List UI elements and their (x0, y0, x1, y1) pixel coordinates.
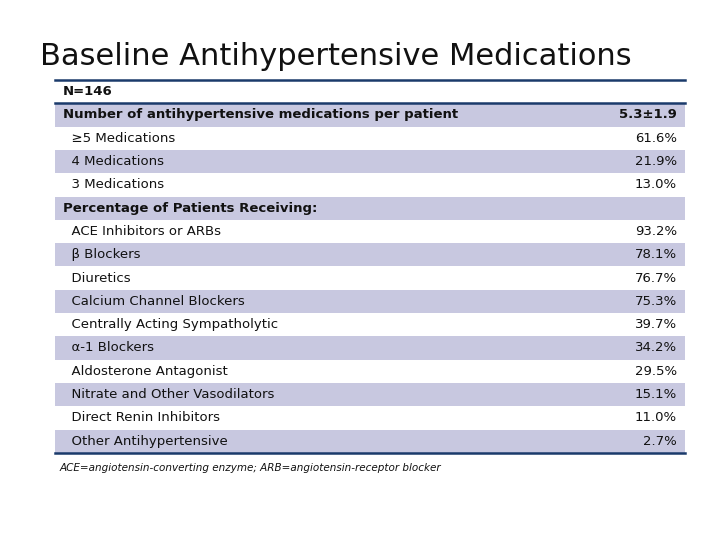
Bar (55, 429, 685, 453)
Text: Baseline Antihypertensive Medications: Baseline Antihypertensive Medications (40, 42, 631, 71)
Bar (55, 173, 685, 197)
Bar (55, 266, 685, 289)
Text: Other Antihypertensive: Other Antihypertensive (63, 435, 228, 448)
Text: N=146: N=146 (63, 85, 113, 98)
Bar (55, 80, 685, 103)
Bar (55, 126, 685, 150)
Text: 75.3%: 75.3% (635, 295, 677, 308)
Text: 4 Medications: 4 Medications (63, 155, 164, 168)
Text: 78.1%: 78.1% (635, 248, 677, 261)
Text: ACE=angiotensin-converting enzyme; ARB=angiotensin-receptor blocker: ACE=angiotensin-converting enzyme; ARB=a… (60, 463, 441, 473)
Text: Centrally Acting Sympatholytic: Centrally Acting Sympatholytic (63, 318, 278, 331)
Bar (55, 336, 685, 360)
Text: Calcium Channel Blockers: Calcium Channel Blockers (63, 295, 245, 308)
Text: Direct Renin Inhibitors: Direct Renin Inhibitors (63, 411, 220, 424)
Bar (55, 197, 685, 220)
Bar (55, 383, 685, 406)
Bar (55, 406, 685, 429)
Bar (55, 243, 685, 266)
Text: Nitrate and Other Vasodilators: Nitrate and Other Vasodilators (63, 388, 274, 401)
Text: 93.2%: 93.2% (635, 225, 677, 238)
Text: 13.0%: 13.0% (635, 178, 677, 191)
Text: 21.9%: 21.9% (635, 155, 677, 168)
Text: 5.3±1.9: 5.3±1.9 (619, 109, 677, 122)
Text: 11.0%: 11.0% (635, 411, 677, 424)
Bar (55, 103, 685, 126)
Bar (55, 360, 685, 383)
Text: Aldosterone Antagonist: Aldosterone Antagonist (63, 364, 228, 378)
Text: 76.7%: 76.7% (635, 272, 677, 285)
Text: 34.2%: 34.2% (635, 341, 677, 354)
Bar (55, 150, 685, 173)
Text: 3 Medications: 3 Medications (63, 178, 164, 191)
Text: Diuretics: Diuretics (63, 272, 130, 285)
Text: ACE Inhibitors or ARBs: ACE Inhibitors or ARBs (63, 225, 221, 238)
Text: Percentage of Patients Receiving:: Percentage of Patients Receiving: (63, 201, 318, 215)
Text: α-1 Blockers: α-1 Blockers (63, 341, 154, 354)
Text: 39.7%: 39.7% (635, 318, 677, 331)
Bar (55, 313, 685, 336)
Bar (55, 220, 685, 243)
Text: 61.6%: 61.6% (635, 132, 677, 145)
Text: 29.5%: 29.5% (635, 364, 677, 378)
Bar (55, 289, 685, 313)
Text: 2.7%: 2.7% (643, 435, 677, 448)
Text: ≥5 Medications: ≥5 Medications (63, 132, 175, 145)
Text: Number of antihypertensive medications per patient: Number of antihypertensive medications p… (63, 109, 458, 122)
Text: 15.1%: 15.1% (635, 388, 677, 401)
Text: β Blockers: β Blockers (63, 248, 140, 261)
